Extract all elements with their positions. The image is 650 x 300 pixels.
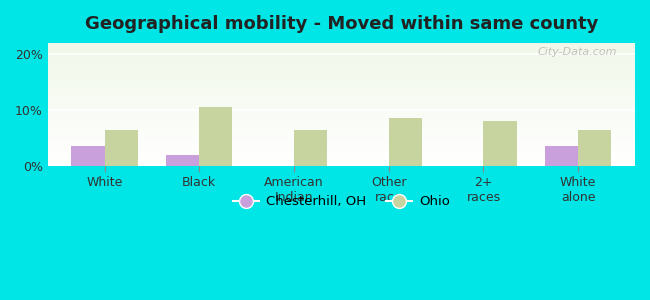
Bar bbox=[47, 55, 635, 57]
Bar bbox=[47, 106, 635, 109]
Bar bbox=[47, 47, 635, 49]
Text: City-Data.com: City-Data.com bbox=[538, 46, 617, 57]
Bar bbox=[47, 152, 635, 154]
Bar bbox=[200, 107, 233, 166]
Bar bbox=[47, 72, 635, 74]
Bar bbox=[47, 133, 635, 135]
Bar bbox=[47, 102, 635, 104]
Bar bbox=[72, 146, 105, 166]
Bar bbox=[47, 158, 635, 160]
Bar bbox=[47, 49, 635, 51]
Bar bbox=[47, 63, 635, 65]
Bar bbox=[47, 82, 635, 84]
Bar bbox=[47, 96, 635, 98]
Bar bbox=[47, 57, 635, 59]
Bar bbox=[47, 154, 635, 156]
Bar bbox=[47, 61, 635, 63]
Bar bbox=[166, 155, 200, 166]
Bar bbox=[545, 146, 578, 166]
Bar bbox=[47, 43, 635, 45]
Bar bbox=[47, 156, 635, 158]
Bar bbox=[47, 70, 635, 72]
Legend: Chesterhill, OH, Ohio: Chesterhill, OH, Ohio bbox=[227, 190, 455, 214]
Bar bbox=[47, 112, 635, 115]
Bar bbox=[47, 104, 635, 106]
Bar bbox=[47, 146, 635, 148]
Bar bbox=[47, 121, 635, 123]
Bar bbox=[47, 59, 635, 61]
Bar bbox=[47, 129, 635, 131]
Bar bbox=[47, 131, 635, 133]
Title: Geographical mobility - Moved within same county: Geographical mobility - Moved within sam… bbox=[84, 15, 598, 33]
Bar bbox=[47, 139, 635, 141]
Bar bbox=[47, 78, 635, 80]
Bar bbox=[47, 86, 635, 88]
Bar bbox=[47, 111, 635, 112]
Bar bbox=[578, 130, 611, 166]
Bar bbox=[47, 149, 635, 152]
Bar bbox=[47, 74, 635, 76]
Bar bbox=[105, 130, 138, 166]
Bar bbox=[294, 130, 327, 166]
Bar bbox=[47, 125, 635, 127]
Bar bbox=[389, 118, 422, 166]
Bar bbox=[47, 137, 635, 139]
Bar bbox=[47, 100, 635, 102]
Bar bbox=[47, 123, 635, 125]
Bar bbox=[47, 92, 635, 94]
Bar bbox=[47, 53, 635, 55]
Bar bbox=[47, 45, 635, 47]
Bar bbox=[47, 76, 635, 78]
Bar bbox=[47, 68, 635, 70]
Bar bbox=[47, 160, 635, 162]
Bar bbox=[47, 115, 635, 117]
Bar bbox=[47, 127, 635, 129]
Bar bbox=[47, 98, 635, 100]
Bar bbox=[47, 162, 635, 164]
Bar bbox=[47, 135, 635, 137]
Bar bbox=[484, 121, 517, 166]
Bar bbox=[47, 84, 635, 86]
Bar bbox=[47, 109, 635, 111]
Bar bbox=[47, 164, 635, 166]
Bar bbox=[47, 143, 635, 146]
Bar bbox=[47, 80, 635, 82]
Bar bbox=[47, 90, 635, 92]
Bar bbox=[47, 51, 635, 53]
Bar bbox=[47, 88, 635, 90]
Bar bbox=[47, 148, 635, 149]
Bar bbox=[47, 141, 635, 143]
Bar bbox=[47, 119, 635, 121]
Bar bbox=[47, 94, 635, 96]
Bar bbox=[47, 65, 635, 68]
Bar bbox=[47, 117, 635, 119]
